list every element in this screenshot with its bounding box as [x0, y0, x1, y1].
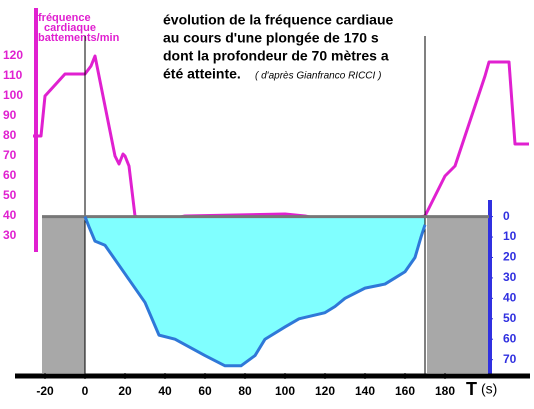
x-tick-label: -20	[36, 384, 54, 398]
y-tick-label: 40	[3, 208, 17, 222]
y-tick-label: 70	[3, 148, 17, 162]
x-tick-label: 0	[82, 384, 89, 398]
surface-box	[427, 217, 489, 373]
y2-tick-label: 0	[503, 209, 510, 223]
y2-tick-label: 60	[503, 331, 517, 345]
x-tick-label: 20	[118, 384, 132, 398]
series-line	[83, 216, 427, 368]
x-unit: (s)	[481, 381, 497, 397]
x-tick-label: 60	[198, 384, 212, 398]
subtitle: ( d'après Gianfranco RICCI )	[255, 71, 381, 82]
title-line: dont la profondeur de 70 mètres a	[163, 48, 389, 64]
y-tick-label: 110	[3, 68, 23, 82]
y-label: battements/min	[38, 32, 120, 44]
y2-tick-label: 30	[503, 270, 517, 284]
x-tick-label: 80	[238, 384, 252, 398]
title-line: été atteinte.	[163, 66, 241, 82]
y-tick-label: 60	[3, 168, 17, 182]
y2-tick-label: 40	[503, 291, 517, 305]
surface-box	[42, 217, 85, 373]
y-tick-label: 120	[3, 48, 23, 62]
x-label: T	[466, 379, 477, 399]
y2-tick-label: 50	[503, 311, 517, 325]
y-label: fréquence	[38, 12, 91, 24]
title-line: évolution de la fréquence cardiaue	[163, 12, 394, 28]
x-tick-label: 120	[315, 384, 335, 398]
x-tick-label: 100	[275, 384, 295, 398]
y2-tick-label: 70	[503, 352, 517, 366]
x-tick-label: 140	[355, 384, 375, 398]
y-tick-label: 80	[3, 128, 17, 142]
y-label: cardiaque	[44, 22, 96, 34]
y-tick-label: 50	[3, 188, 17, 202]
x-tick-label: 160	[395, 384, 415, 398]
y2-tick-label: 20	[503, 250, 517, 264]
title-line: au cours d'une plongée de 170 s	[163, 30, 379, 46]
y-tick-label: 100	[3, 88, 23, 102]
x-tick-label: 180	[435, 384, 455, 398]
x-tick-label: 40	[158, 384, 172, 398]
y-tick-label: 30	[3, 228, 17, 242]
y2-tick-label: 10	[503, 229, 517, 243]
depth-area	[85, 216, 425, 366]
y-tick-label: 90	[3, 108, 17, 122]
